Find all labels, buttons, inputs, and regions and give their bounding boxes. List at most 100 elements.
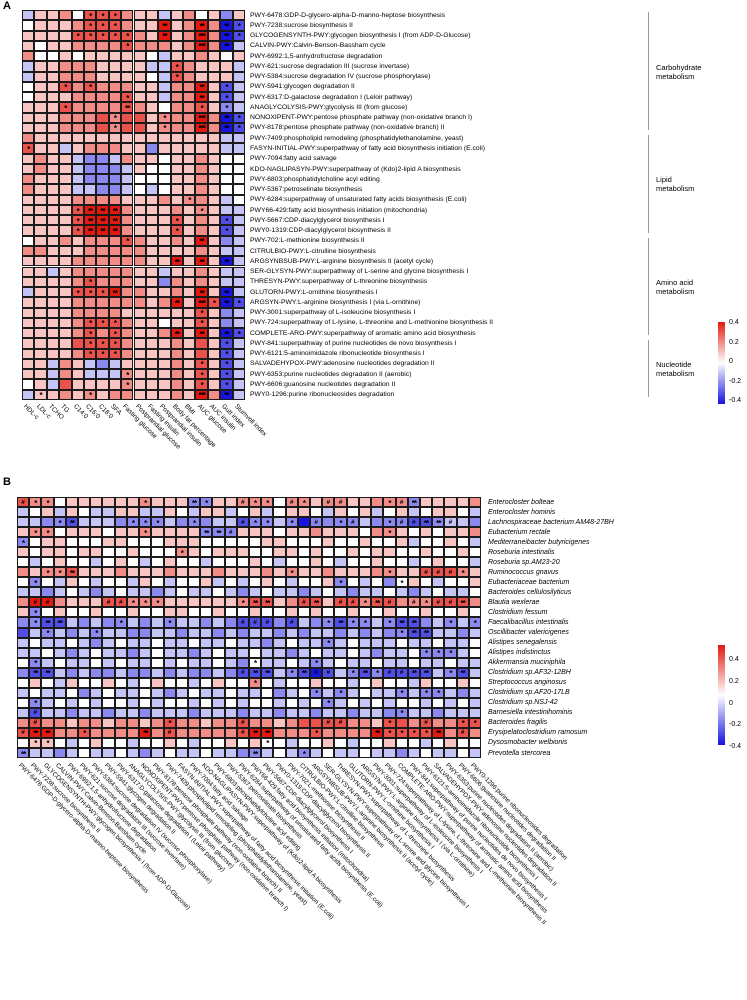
heatmap-cell: * <box>59 102 72 113</box>
significance-marker: ** <box>57 618 63 628</box>
heatmap-cell <box>200 697 213 708</box>
heatmap-cell <box>17 677 30 688</box>
heatmap-cell <box>248 537 262 548</box>
heatmap-cell <box>151 667 164 678</box>
heatmap-cell <box>78 597 91 608</box>
heatmap-cell: * <box>96 30 109 41</box>
heatmap-cell <box>187 587 201 598</box>
heatmap-cell <box>170 184 184 195</box>
heatmap-cell <box>261 657 274 668</box>
heatmap-cell <box>114 567 127 578</box>
heatmap-cell <box>200 727 213 738</box>
heatmap-cell <box>34 369 47 380</box>
significance-marker: * <box>113 350 117 360</box>
heatmap-cell <box>41 637 54 648</box>
significance-marker: *** <box>198 42 205 52</box>
heatmap-cell <box>273 617 286 628</box>
heatmap-cell <box>22 30 35 41</box>
heatmap-cell <box>133 10 146 21</box>
heatmap-cell: * <box>108 10 122 21</box>
heatmap-cell <box>17 527 30 538</box>
heatmap-cell <box>102 647 115 658</box>
heatmap-cell <box>322 567 335 578</box>
heatmap-cell: * <box>29 577 42 588</box>
heatmap-cell <box>232 61 245 72</box>
heatmap-cell <box>207 143 221 154</box>
heatmap-cell <box>59 245 72 257</box>
heatmap-cell <box>53 727 66 738</box>
significance-marker: * <box>237 21 241 31</box>
heatmap-cell <box>346 727 359 738</box>
heatmap-cell: * <box>163 717 176 728</box>
heatmap-cell: # <box>102 597 115 608</box>
heatmap-cell: * <box>29 607 42 618</box>
heatmap-cell <box>53 587 66 598</box>
heatmap-cell <box>322 587 335 598</box>
group-label: Amino acid metabolism <box>656 278 695 297</box>
heatmap-cell <box>145 10 159 21</box>
heatmap-cell <box>163 507 176 518</box>
heatmap-cell <box>71 389 84 400</box>
significance-marker: # <box>326 719 331 727</box>
row-label: PWY-7409:phospholipid remodeling (phosph… <box>250 134 464 142</box>
heatmap-cell <box>187 617 201 628</box>
heatmap-cell: * <box>96 20 109 31</box>
heatmap-cell: * <box>432 647 445 658</box>
significance-marker: * <box>113 11 117 21</box>
significance-marker: ** <box>88 216 93 226</box>
heatmap-cell <box>371 617 384 628</box>
row-label: PWY0-1319:CDP-diacylglycerol biosynthesi… <box>250 227 391 235</box>
significance-marker: * <box>363 618 367 628</box>
heatmap-cell <box>83 133 97 144</box>
heatmap-cell <box>46 379 60 390</box>
significance-marker: ** <box>162 32 167 42</box>
heatmap-cell <box>41 657 54 668</box>
heatmap-cell <box>297 587 311 598</box>
heatmap-cell <box>114 577 127 588</box>
heatmap-cell <box>207 81 221 93</box>
heatmap-cell <box>29 748 42 759</box>
heatmap-cell <box>468 497 481 508</box>
heatmap-cell <box>71 184 84 195</box>
heatmap-cell <box>34 358 47 370</box>
heatmap-cell <box>65 587 79 598</box>
heatmap-cell <box>273 727 286 738</box>
heatmap-cell <box>200 537 213 548</box>
heatmap-cell <box>71 379 84 390</box>
heatmap-cell <box>183 92 196 103</box>
heatmap-cell <box>163 657 176 668</box>
heatmap-cell <box>456 637 469 648</box>
row-label: KDO-NAGLIPASYN-PWY:superpathway of (Kdo)… <box>250 165 461 173</box>
heatmap-cell <box>212 707 225 718</box>
heatmap-cell <box>175 667 188 678</box>
heatmap-cell <box>121 133 134 144</box>
heatmap-cell <box>59 287 72 298</box>
heatmap-cell: * <box>17 537 30 548</box>
heatmap-cell <box>96 51 109 62</box>
heatmap-cell <box>83 102 97 113</box>
heatmap-cell <box>236 687 249 698</box>
heatmap-cell: * <box>220 225 233 236</box>
heatmap-cell <box>187 557 201 568</box>
heatmap-cell <box>41 607 54 618</box>
heatmap-cell: ** <box>195 81 208 92</box>
heatmap-cell <box>145 287 159 298</box>
heatmap-cell <box>273 597 286 608</box>
heatmap-cell <box>261 567 274 578</box>
heatmap-cell <box>261 527 274 538</box>
heatmap-cell <box>22 328 35 339</box>
heatmap-cell <box>456 697 469 708</box>
heatmap-cell <box>346 697 359 708</box>
heatmap-cell: # <box>346 597 359 608</box>
heatmap-cell: * <box>285 667 298 678</box>
heatmap-cell <box>395 527 408 538</box>
heatmap-cell <box>220 235 233 246</box>
significance-marker: * <box>113 114 117 124</box>
heatmap-cell <box>53 737 66 748</box>
heatmap-cell <box>183 184 196 195</box>
heatmap-cell <box>346 537 359 548</box>
heatmap-cell <box>212 737 225 748</box>
heatmap-cell <box>212 577 225 588</box>
heatmap-cell <box>121 194 134 205</box>
heatmap-cell <box>310 607 323 618</box>
